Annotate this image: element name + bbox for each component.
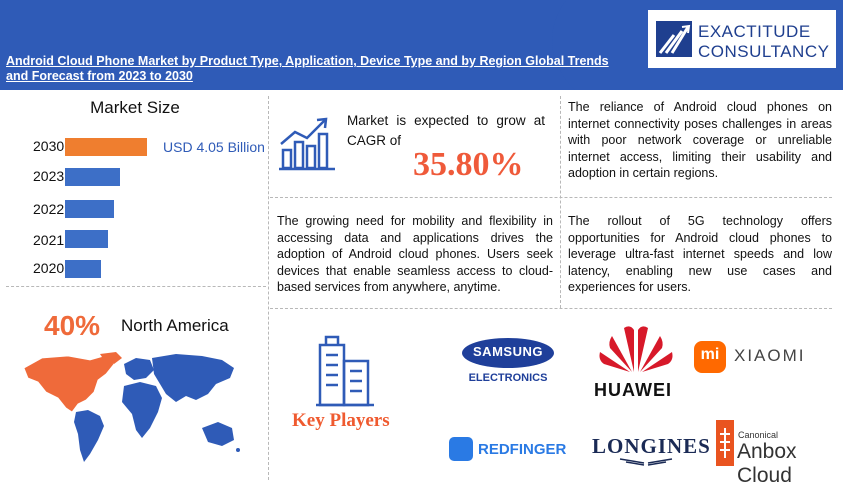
market-bar: [65, 138, 147, 156]
bar-year-label: 2020: [33, 260, 65, 276]
bar-year-label: 2022: [33, 201, 65, 217]
driver-paragraph: The growing need for mobility and flexib…: [277, 214, 553, 294]
bar-year-label: 2023: [33, 168, 65, 184]
anbox-logo-icon: [716, 420, 734, 466]
xiaomi-logo-text: XIAOMI: [734, 346, 806, 365]
huawei-logo-text: HUAWEI: [594, 380, 672, 400]
divider: [270, 197, 832, 198]
divider: [268, 96, 269, 480]
region-percent: 40%: [44, 310, 101, 341]
bar-year-label: 2030: [33, 138, 65, 154]
cagr-value: 35.80%: [413, 146, 524, 183]
divider: [560, 96, 561, 308]
anbox-logo-text: Anbox Cloud: [737, 440, 797, 487]
growth-chart-icon: [279, 117, 335, 171]
market-bar: [65, 230, 108, 248]
cagr-text: Market is expected to grow at CAGR of: [347, 113, 545, 148]
redfinger-logo-text: REDFINGER: [478, 441, 567, 458]
challenge-paragraph: The reliance of Android cloud phones on …: [568, 100, 832, 180]
xiaomi-logo-icon: [694, 341, 726, 373]
samsung-logo-text: SAMSUNG: [473, 344, 543, 359]
exactitude-logo-icon: [656, 21, 692, 57]
samsung-electronics-text: ELECTRONICS: [468, 372, 548, 384]
anbox-canonical-text: Canonical: [738, 430, 779, 440]
divider: [6, 286, 266, 287]
huawei-logo-icon: [599, 326, 673, 372]
market-bar: [65, 168, 120, 186]
market-size-title: Market Size: [90, 98, 180, 117]
divider: [270, 308, 832, 309]
key-players-label: Key Players: [292, 410, 390, 431]
longines-logo-text: LONGINES: [592, 434, 711, 458]
logo-text-line2: CONSULTANCY: [698, 42, 830, 61]
market-value-label: USD 4.05 Billion: [163, 139, 265, 155]
longines-wings-icon: [619, 458, 673, 466]
market-bar: [65, 200, 114, 218]
page-title: Android Cloud Phone Market by Product Ty…: [6, 54, 609, 83]
world-map: [23, 352, 240, 462]
samsung-logo: [462, 338, 554, 368]
region-name: North America: [121, 316, 229, 335]
market-bar: [65, 260, 101, 278]
bar-year-label: 2021: [33, 232, 65, 248]
logo-text-line1: EXACTITUDE: [698, 22, 811, 41]
redfinger-logo-icon: [449, 437, 473, 461]
opportunity-paragraph: The rollout of 5G technology offers oppo…: [568, 214, 832, 294]
xiaomi-mark-text: mi: [700, 346, 720, 363]
building-icon: [316, 335, 374, 407]
